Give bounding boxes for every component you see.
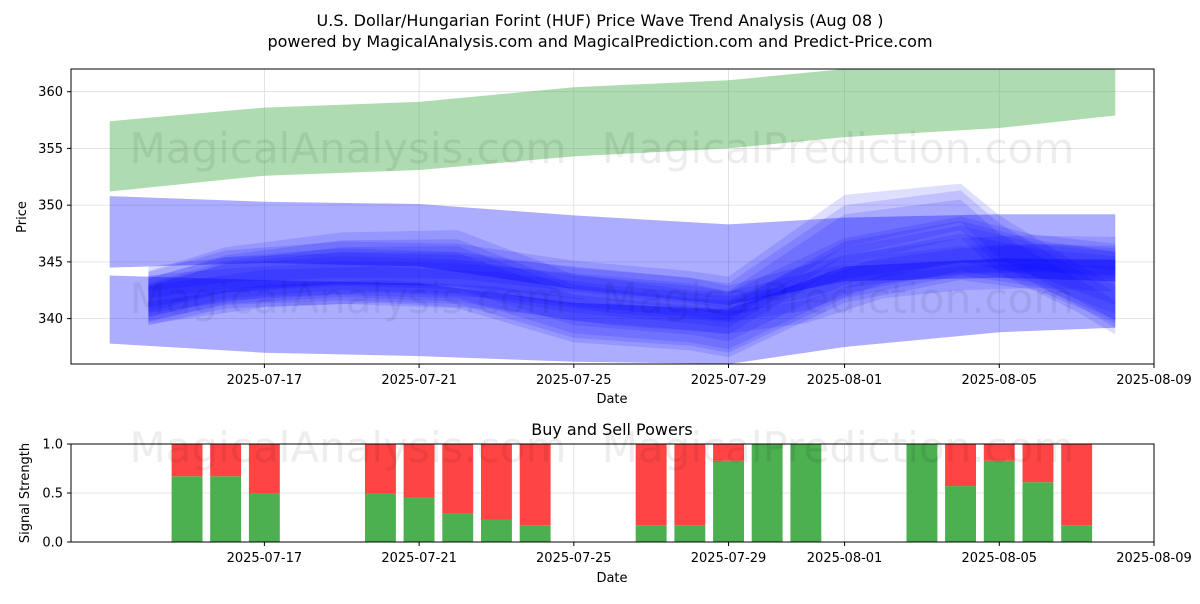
wave-area [148, 221, 1116, 353]
price-watermarks: MagicalAnalysis.com MagicalPrediction.co… [130, 124, 1075, 323]
signal-y-tick-label: 0.5 [42, 487, 63, 502]
sell-power-bar [403, 444, 435, 498]
price-x-tick-label: 2025-07-17 [227, 373, 303, 388]
buy-power-bar [481, 519, 512, 542]
sell-power-bar [365, 444, 396, 493]
sell-power-bar [248, 444, 280, 493]
price-y-ticks: 340 345 350 355 360 [38, 85, 71, 327]
buy-power-bar [519, 525, 551, 542]
signal-x-tick-label: 2025-08-09 [1116, 551, 1192, 566]
wave-area [148, 263, 1116, 334]
watermark-analysis: MagicalAnalysis.com [130, 423, 567, 472]
wave-area [148, 190, 1116, 328]
buy-power-bar [210, 476, 242, 542]
watermark-prediction: MagicalPrediction.com [602, 274, 1075, 323]
price-y-tick-label: 340 [38, 312, 63, 327]
wave-area [148, 244, 1116, 317]
price-y-tick-label: 360 [38, 85, 63, 100]
watermark-analysis: MagicalAnalysis.com [130, 124, 567, 173]
buy-power-bar [171, 476, 203, 542]
sell-power-bar [171, 444, 203, 477]
signal-y-tick-label: 1.0 [42, 438, 63, 453]
price-x-tick-label: 2025-08-05 [962, 373, 1038, 388]
signal-x-ticks: 2025-07-17 2025-07-21 2025-07-25 2025-07-29… [227, 542, 1192, 566]
signal-y-tick-label: 0.0 [42, 536, 63, 551]
buy-power-bar [906, 444, 938, 542]
wave-area [148, 183, 1116, 321]
sell-power-bar [945, 444, 976, 487]
price-x-tick-label: 2025-07-21 [381, 373, 457, 388]
chart-subtitle: powered by MagicalAnalysis.com and Magic… [267, 32, 932, 51]
price-x-tick-label: 2025-07-25 [536, 373, 612, 388]
buy-power-bar [790, 444, 822, 542]
signal-x-tick-label: 2025-08-05 [962, 551, 1038, 566]
wave-area [148, 225, 1116, 350]
buy-power-bar [751, 444, 783, 542]
buy-power-bar [1022, 482, 1054, 542]
buy-power-bar [1061, 525, 1093, 542]
signal-chart-title: Buy and Sell Powers [531, 420, 693, 439]
buy-power-bar [945, 486, 976, 542]
signal-watermarks: MagicalAnalysis.com MagicalPrediction.co… [130, 423, 1075, 472]
sell-power-bar [210, 444, 242, 477]
wave-area [148, 233, 1116, 358]
chart-title: U.S. Dollar/Hungarian Forint (HUF) Price… [317, 11, 884, 30]
signal-x-tick-label: 2025-07-29 [691, 551, 767, 566]
watermark-prediction: MagicalPrediction.com [602, 423, 1075, 472]
price-x-ticks: 2025-07-17 2025-07-21 2025-07-25 2025-07-29… [227, 364, 1192, 388]
sell-power-bar [674, 444, 706, 526]
price-panel: MagicalAnalysis.com MagicalPrediction.co… [15, 68, 1192, 407]
price-x-tick-label: 2025-08-01 [807, 373, 883, 388]
buy-power-bar [713, 460, 744, 542]
wave-area [148, 199, 1116, 335]
signal-x-tick-label: 2025-08-01 [807, 551, 883, 566]
price-plot-area [109, 69, 1116, 364]
price-x-tick-label: 2025-08-09 [1116, 373, 1192, 388]
buy-power-bar [403, 497, 435, 542]
sell-power-bar [635, 444, 667, 526]
buy-power-bar [674, 525, 706, 542]
price-x-tick-label: 2025-07-29 [691, 373, 767, 388]
price-grid [71, 69, 1155, 364]
sell-power-bar [481, 444, 512, 520]
sell-power-bar [1061, 444, 1093, 526]
buy-power-bar [983, 460, 1015, 542]
watermark-analysis: MagicalAnalysis.com [130, 274, 567, 323]
watermark-prediction: MagicalPrediction.com [602, 124, 1075, 173]
buy-power-bar [365, 493, 396, 542]
upper-band-area [109, 69, 1116, 192]
price-x-axis-label: Date [596, 392, 627, 407]
signal-bars [171, 444, 1093, 542]
buy-power-bar [248, 493, 280, 542]
price-axes-frame [70, 68, 1155, 365]
price-y-tick-label: 345 [38, 255, 63, 270]
price-y-axis-label: Price [15, 201, 30, 233]
wave-area [148, 243, 1116, 322]
signal-x-tick-label: 2025-07-21 [381, 551, 457, 566]
signal-x-tick-label: 2025-07-25 [536, 551, 612, 566]
wave-area [148, 234, 1116, 310]
signal-y-ticks: 0.0 0.5 1.0 [42, 438, 71, 551]
wave-area [148, 216, 1116, 342]
sell-power-bar [442, 444, 474, 514]
signal-panel: Buy and Sell Powers MagicalAnalysis.com … [18, 420, 1192, 586]
signal-x-axis-label: Date [596, 571, 627, 586]
wide-band-area [109, 196, 1116, 305]
lower-band-area [109, 258, 1116, 364]
buy-power-bar [442, 513, 474, 542]
buy-power-bar [635, 525, 667, 542]
sell-power-bar [1022, 444, 1054, 483]
price-y-tick-label: 350 [38, 199, 63, 214]
signal-x-tick-label: 2025-07-17 [227, 551, 303, 566]
sell-power-bar [519, 444, 551, 526]
price-y-tick-label: 355 [38, 142, 63, 157]
sell-power-bar [713, 444, 744, 461]
signal-y-axis-label: Signal Strength [18, 443, 33, 543]
sell-power-bar [983, 444, 1015, 461]
